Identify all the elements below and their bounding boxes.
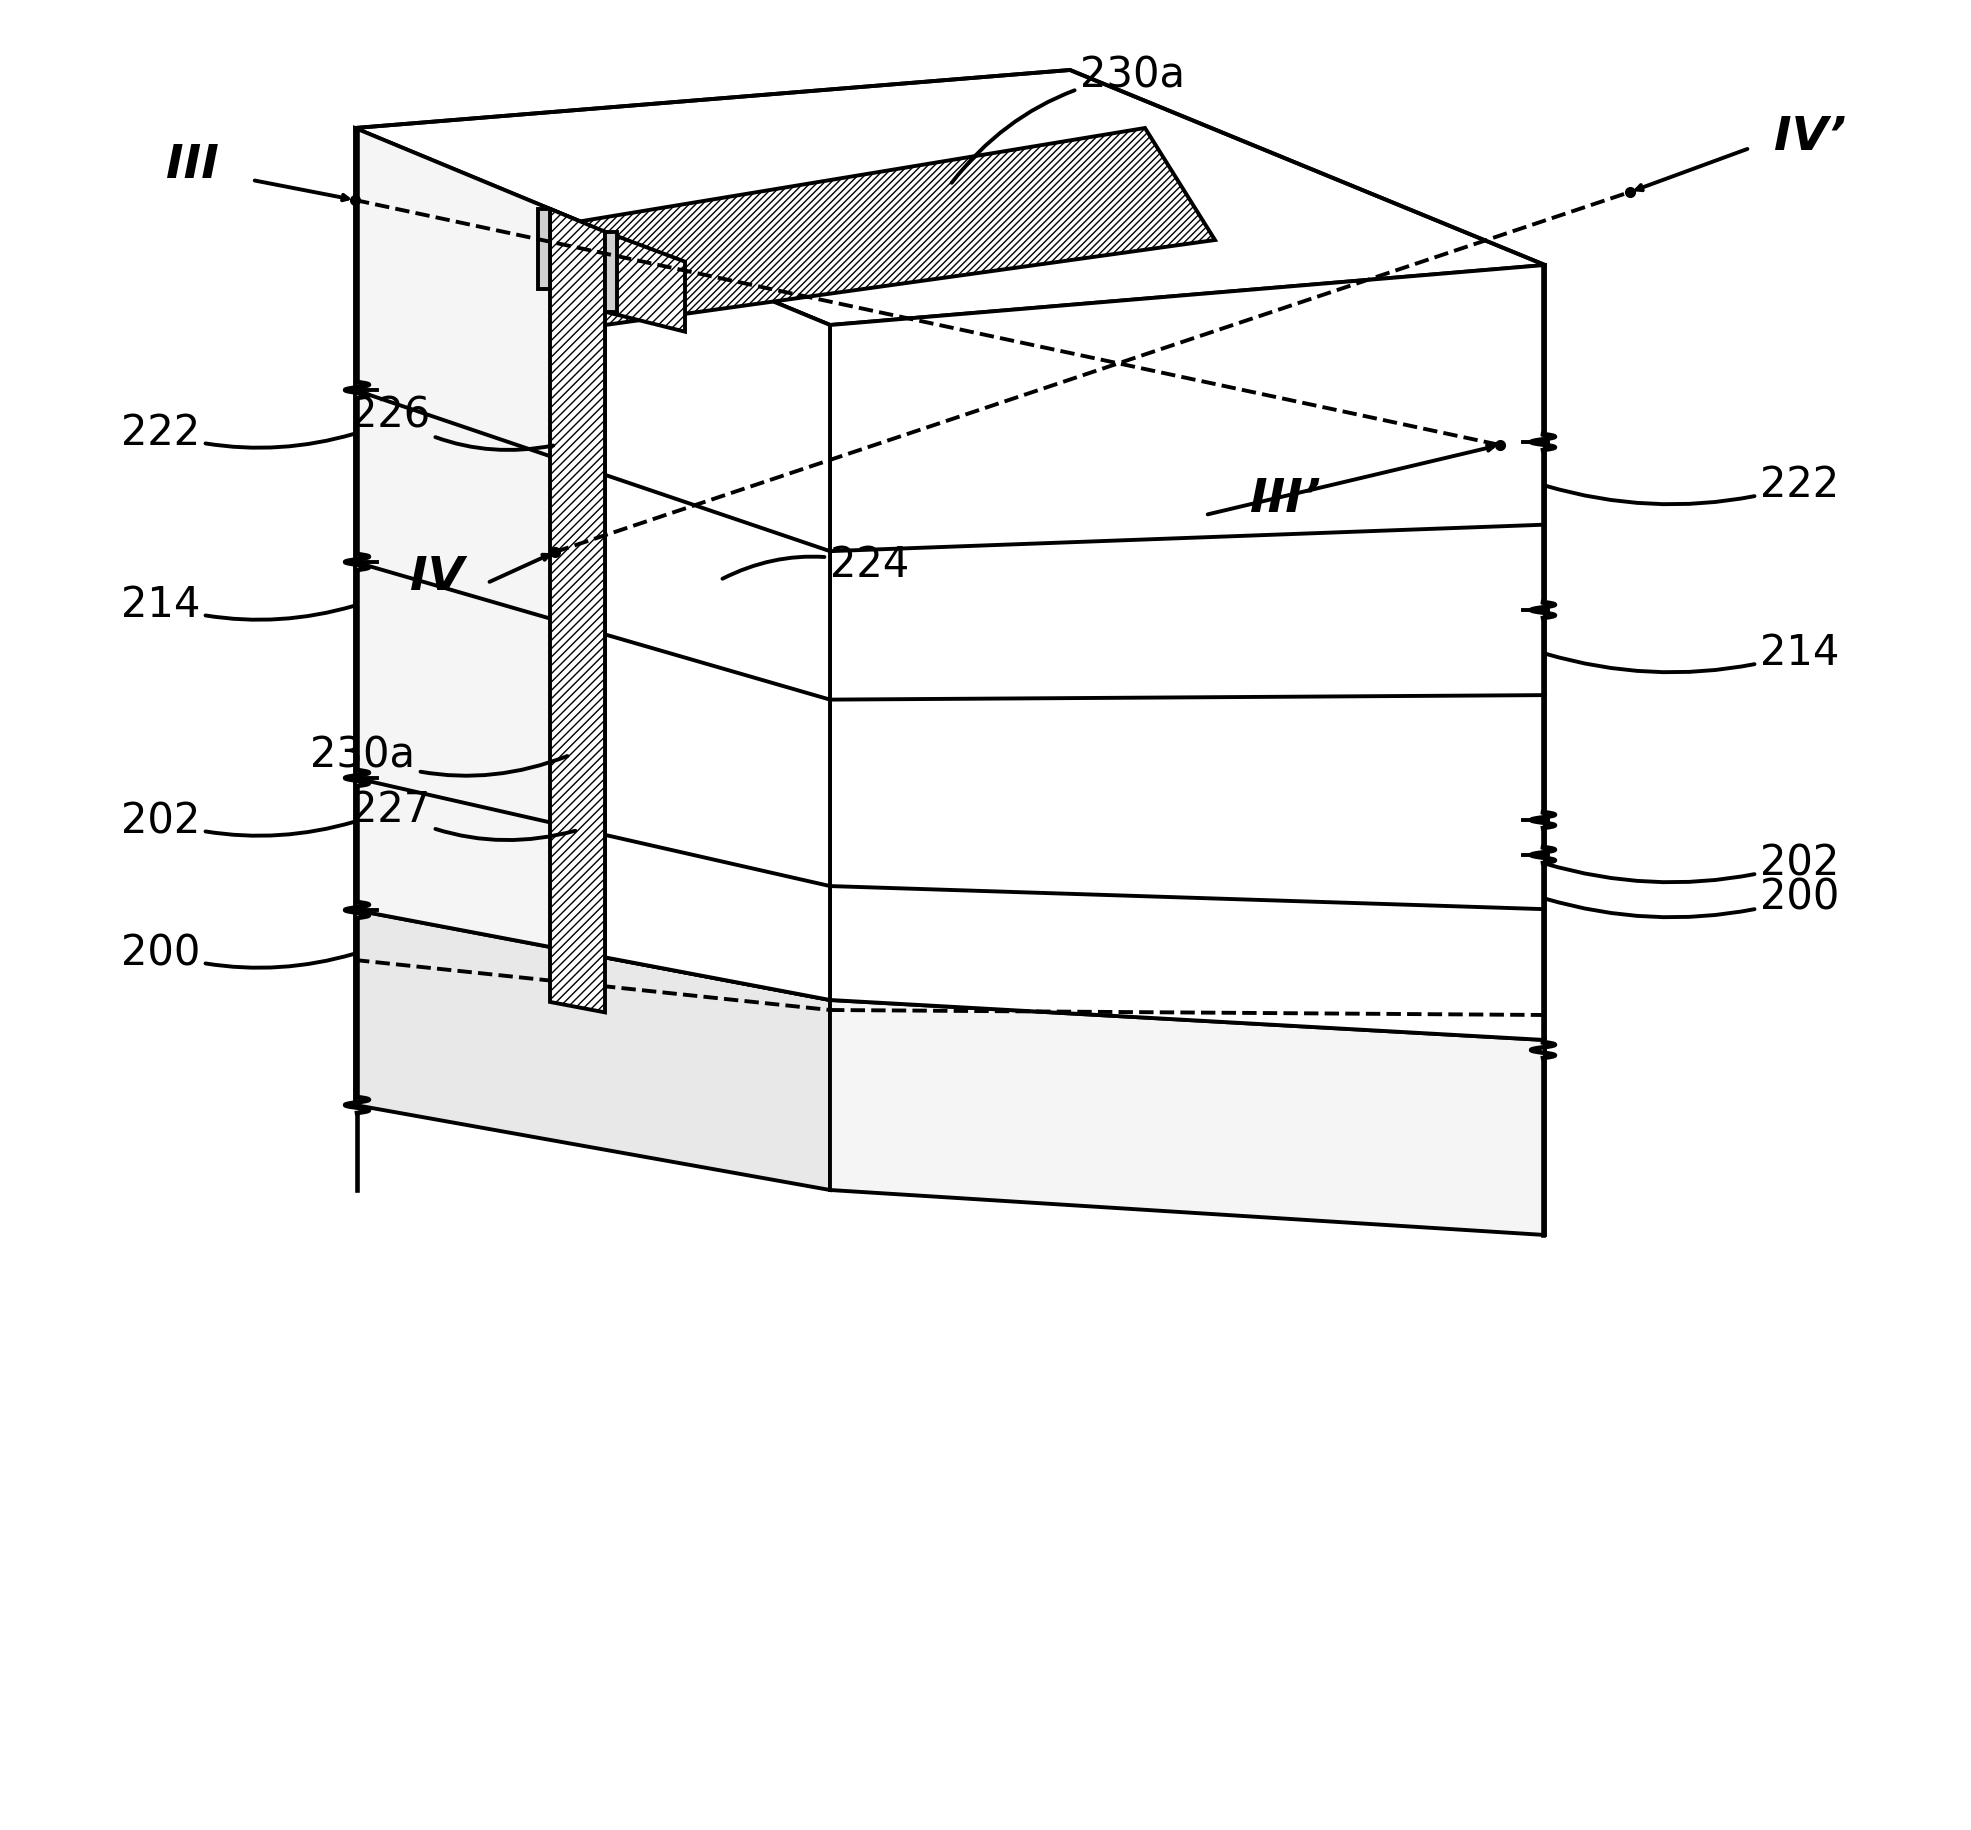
Text: 214: 214 <box>1545 631 1839 673</box>
Polygon shape <box>605 232 686 331</box>
Text: III’: III’ <box>1250 478 1321 523</box>
Text: 202: 202 <box>1545 842 1839 884</box>
Text: IV’: IV’ <box>1774 115 1847 161</box>
Text: 224: 224 <box>723 544 909 586</box>
Polygon shape <box>605 232 830 999</box>
Polygon shape <box>355 128 830 999</box>
Polygon shape <box>355 855 1545 1039</box>
Text: 222: 222 <box>120 412 355 454</box>
Text: 222: 222 <box>1545 465 1839 507</box>
Text: 202: 202 <box>120 800 355 842</box>
Text: 226: 226 <box>351 393 554 450</box>
Polygon shape <box>830 999 1545 1235</box>
Text: 200: 200 <box>1545 877 1839 919</box>
Text: 230a: 230a <box>309 734 568 776</box>
Polygon shape <box>540 128 1214 326</box>
Text: 230a: 230a <box>952 55 1185 183</box>
Text: 200: 200 <box>120 931 355 974</box>
Polygon shape <box>538 209 550 289</box>
Polygon shape <box>355 910 830 1190</box>
Polygon shape <box>355 70 1545 326</box>
Polygon shape <box>550 209 605 1012</box>
Text: IV: IV <box>410 556 463 600</box>
Text: 227: 227 <box>351 789 576 840</box>
Text: 214: 214 <box>120 584 355 626</box>
Text: III: III <box>166 143 219 187</box>
Polygon shape <box>605 232 617 311</box>
Polygon shape <box>830 265 1545 1039</box>
